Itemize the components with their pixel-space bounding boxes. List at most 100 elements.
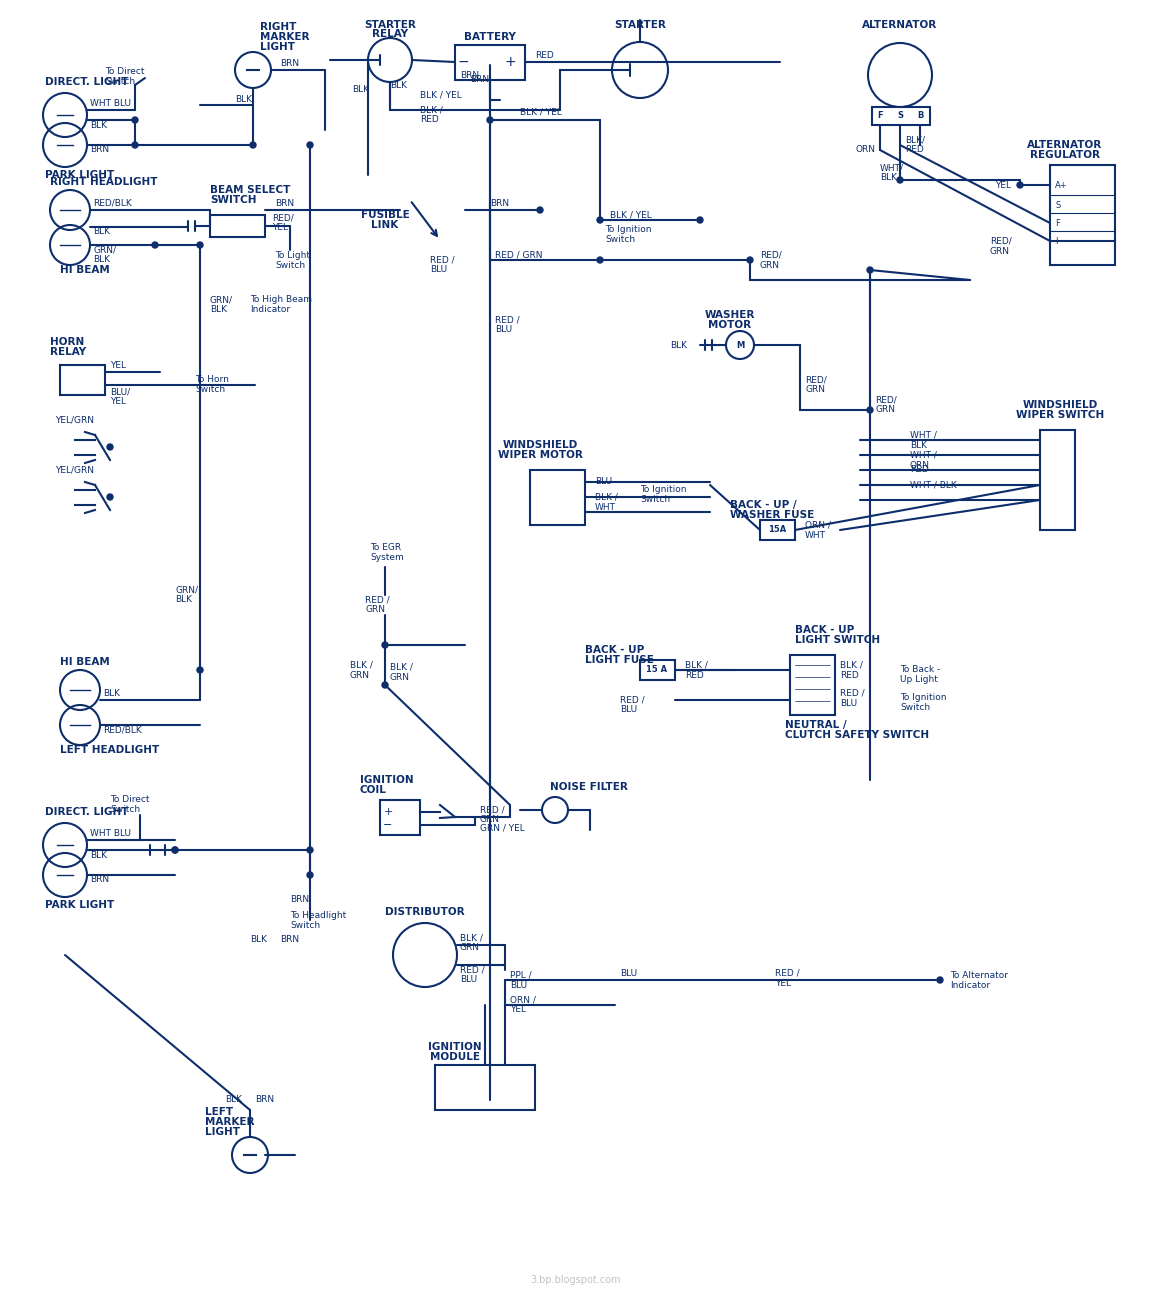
Text: HI BEAM: HI BEAM xyxy=(60,265,109,275)
Text: BLK /: BLK / xyxy=(685,660,707,670)
Text: SWITCH: SWITCH xyxy=(210,196,257,205)
Text: BLU: BLU xyxy=(430,265,447,275)
Circle shape xyxy=(306,872,313,878)
Text: BACK - UP /: BACK - UP / xyxy=(730,500,797,510)
Text: To Light: To Light xyxy=(275,250,310,259)
Text: BRN: BRN xyxy=(255,1096,274,1105)
Text: 15 A: 15 A xyxy=(646,666,667,675)
Text: Up Light: Up Light xyxy=(900,676,938,685)
Text: BLU: BLU xyxy=(620,969,637,978)
Text: To Headlight: To Headlight xyxy=(290,910,347,919)
Circle shape xyxy=(937,976,943,983)
Text: To Ignition: To Ignition xyxy=(641,486,687,495)
Text: 3.bp.blogspot.com: 3.bp.blogspot.com xyxy=(531,1276,621,1285)
Text: F: F xyxy=(877,111,882,120)
Circle shape xyxy=(867,267,873,273)
Text: FUSIBLE: FUSIBLE xyxy=(361,210,409,220)
Text: BLK /: BLK / xyxy=(350,660,373,670)
Text: WINDSHIELD: WINDSHIELD xyxy=(502,440,577,449)
Text: +: + xyxy=(384,807,393,817)
Text: WHT BLU: WHT BLU xyxy=(90,829,131,838)
Text: BRN: BRN xyxy=(90,875,109,884)
Bar xyxy=(641,660,675,680)
Text: GRN: GRN xyxy=(876,405,895,414)
Text: COIL: COIL xyxy=(359,785,387,795)
Text: DISTRIBUTOR: DISTRIBUTOR xyxy=(385,906,464,917)
Text: YEL/GRN: YEL/GRN xyxy=(55,416,94,425)
Text: Switch: Switch xyxy=(290,921,320,930)
Text: M: M xyxy=(736,341,744,350)
Text: RED/: RED/ xyxy=(805,376,827,385)
Text: To Back -: To Back - xyxy=(900,666,940,675)
Text: BRN: BRN xyxy=(490,198,509,207)
Circle shape xyxy=(250,142,256,148)
Circle shape xyxy=(306,847,313,853)
Text: BLK / YEL: BLK / YEL xyxy=(611,211,652,219)
Circle shape xyxy=(172,847,179,853)
Text: YEL: YEL xyxy=(995,180,1011,189)
Text: BLK: BLK xyxy=(910,440,927,449)
Text: S: S xyxy=(897,111,903,120)
Text: PARK LIGHT: PARK LIGHT xyxy=(45,170,114,180)
Text: BACK - UP: BACK - UP xyxy=(585,645,644,655)
Text: RIGHT HEADLIGHT: RIGHT HEADLIGHT xyxy=(50,177,158,186)
Circle shape xyxy=(597,256,602,263)
Text: BLK: BLK xyxy=(250,935,267,944)
Text: To EGR: To EGR xyxy=(370,543,401,552)
Bar xyxy=(1040,430,1075,530)
Text: MODULE: MODULE xyxy=(430,1052,480,1062)
Text: YEL/GRN: YEL/GRN xyxy=(55,465,94,474)
Circle shape xyxy=(197,242,203,249)
Text: BLK: BLK xyxy=(353,85,369,95)
Text: Switch: Switch xyxy=(105,78,135,87)
Text: NEUTRAL /: NEUTRAL / xyxy=(785,720,847,730)
Text: −: − xyxy=(457,54,469,69)
Text: YEL: YEL xyxy=(775,979,791,988)
Text: +: + xyxy=(505,54,516,69)
Text: ALTERNATOR: ALTERNATOR xyxy=(863,19,938,30)
Text: Switch: Switch xyxy=(605,236,635,245)
Text: GRN: GRN xyxy=(460,944,480,953)
Text: LEFT HEADLIGHT: LEFT HEADLIGHT xyxy=(60,745,159,755)
Text: LEFT: LEFT xyxy=(205,1107,233,1118)
Circle shape xyxy=(132,117,138,123)
Text: RED /: RED / xyxy=(620,695,645,704)
Text: ORN: ORN xyxy=(910,461,930,470)
Text: RIGHT: RIGHT xyxy=(260,22,296,32)
Circle shape xyxy=(306,142,313,148)
Text: Switch: Switch xyxy=(275,260,305,269)
Text: −: − xyxy=(384,820,393,830)
Text: GRN/: GRN/ xyxy=(210,295,233,304)
Text: RED: RED xyxy=(685,671,704,680)
Bar xyxy=(872,107,930,126)
Text: GRN / YEL: GRN / YEL xyxy=(480,824,525,833)
Text: 15A: 15A xyxy=(768,526,786,535)
Text: RED: RED xyxy=(535,51,554,60)
Text: RED/: RED/ xyxy=(990,237,1011,246)
Text: BATTERY: BATTERY xyxy=(464,32,516,41)
Text: BLU: BLU xyxy=(594,478,612,487)
Circle shape xyxy=(487,117,493,123)
Bar xyxy=(1049,164,1115,265)
Text: BLK: BLK xyxy=(103,689,120,698)
Circle shape xyxy=(1017,183,1023,188)
Circle shape xyxy=(197,667,203,673)
Text: GRN: GRN xyxy=(365,606,385,615)
Text: RED /: RED / xyxy=(365,596,389,605)
Text: RED / GRN: RED / GRN xyxy=(495,250,543,259)
Text: PPL /: PPL / xyxy=(510,970,531,979)
Text: BLU: BLU xyxy=(495,325,513,334)
Circle shape xyxy=(382,682,388,688)
Circle shape xyxy=(867,407,873,413)
Bar xyxy=(455,45,525,80)
Text: IGNITION: IGNITION xyxy=(359,774,414,785)
Text: BRN: BRN xyxy=(460,70,479,79)
Text: WINDSHIELD: WINDSHIELD xyxy=(1022,400,1098,411)
Circle shape xyxy=(132,142,138,148)
Text: RED: RED xyxy=(840,671,858,680)
Text: WIPER SWITCH: WIPER SWITCH xyxy=(1016,411,1104,420)
Bar xyxy=(380,800,420,835)
Circle shape xyxy=(897,177,903,183)
Text: RED /: RED / xyxy=(480,805,505,815)
Text: System: System xyxy=(370,553,403,562)
